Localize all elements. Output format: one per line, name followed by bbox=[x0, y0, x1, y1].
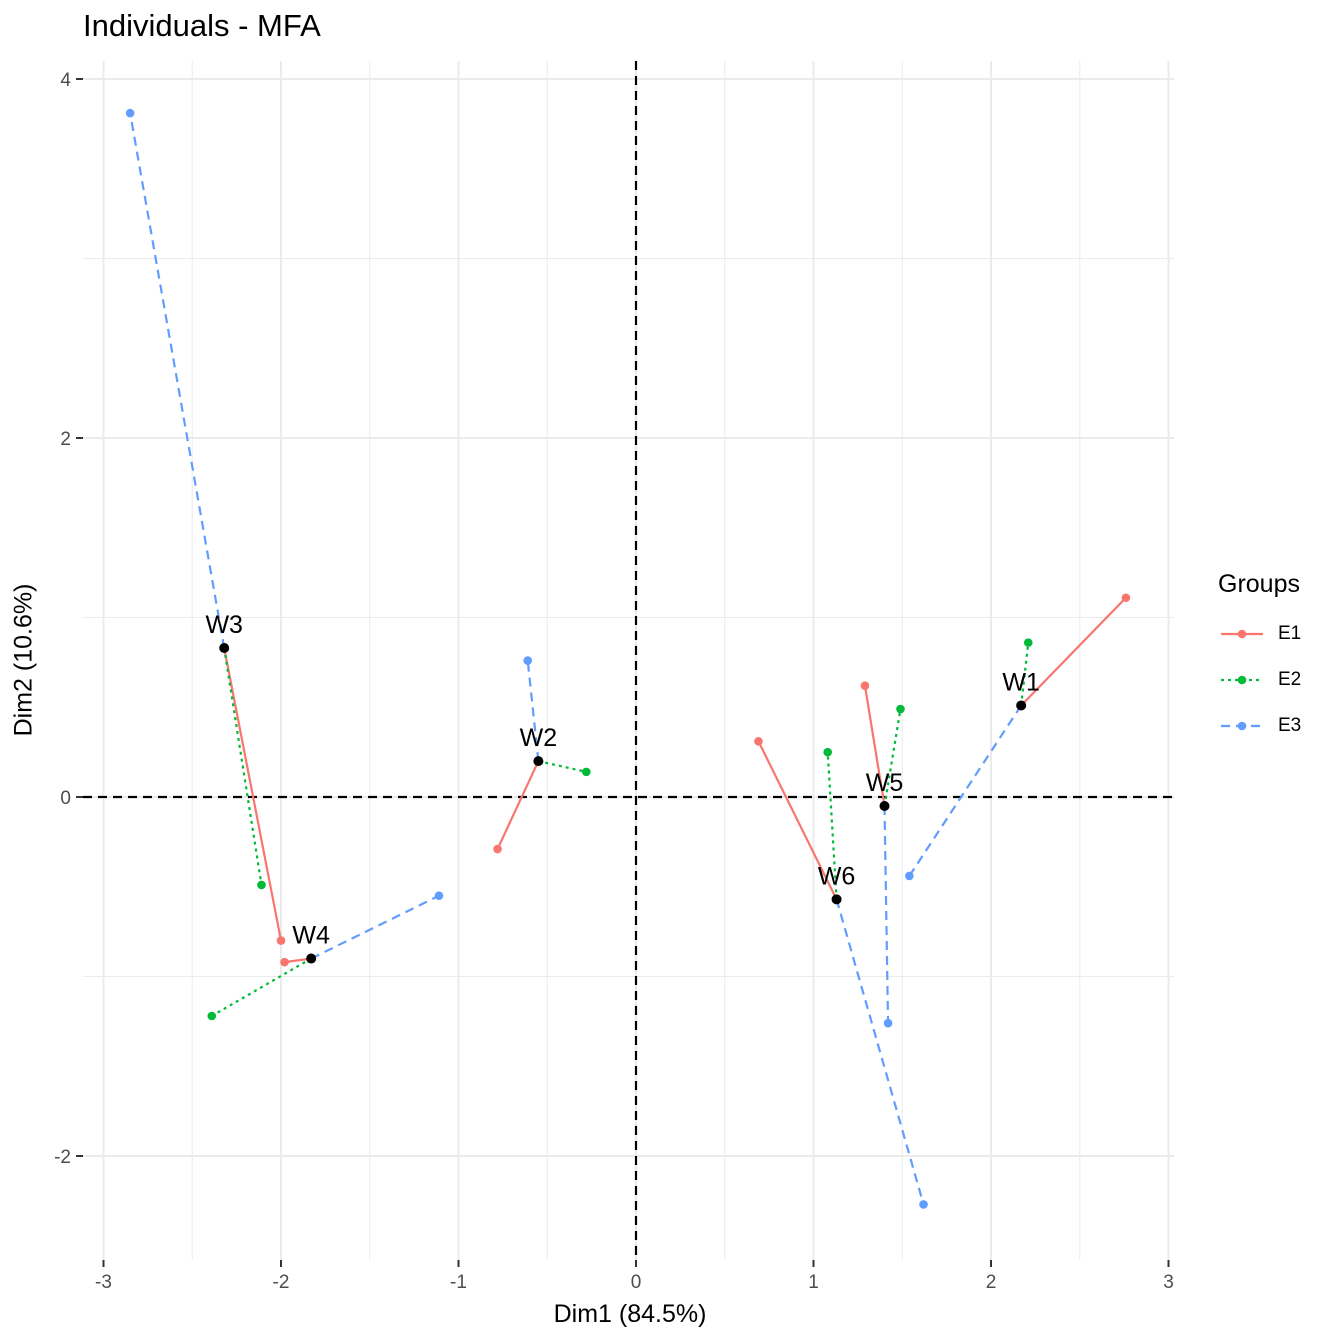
partial-segment-w5-e3 bbox=[883, 805, 890, 1024]
partial-segment-w1-e3 bbox=[908, 704, 1023, 877]
partial-point-w6-e1 bbox=[754, 737, 763, 746]
individual-label-w1: W1 bbox=[1002, 668, 1040, 696]
chart-title: Individuals - MFA bbox=[83, 8, 321, 43]
y-tick-label: -2 bbox=[54, 1147, 71, 1168]
partial-point-w1-e2 bbox=[1023, 638, 1033, 647]
legend-dot-e1 bbox=[1237, 629, 1247, 639]
legend-title: Groups bbox=[1218, 570, 1300, 598]
partial-point-w6-e2 bbox=[823, 747, 832, 757]
partial-segment-w6-e1 bbox=[757, 740, 838, 900]
partial-point-w5-e1 bbox=[860, 681, 870, 691]
partial-segment-w6-e3 bbox=[835, 899, 925, 1205]
x-tick-label: 1 bbox=[808, 1272, 819, 1293]
partial-point-w4-e2 bbox=[207, 1011, 217, 1021]
legend-item-e3: E3 bbox=[1218, 703, 1301, 749]
legend: Groups E1 E2 E3 bbox=[1218, 570, 1301, 749]
partial-point-w5-e2 bbox=[896, 704, 905, 714]
x-tick-label: 3 bbox=[1163, 1272, 1174, 1293]
individual-label-w2: W2 bbox=[520, 724, 558, 752]
partial-point-w6-e3 bbox=[919, 1200, 928, 1209]
legend-key-e2 bbox=[1221, 675, 1263, 685]
partial-point-w2-e1 bbox=[493, 844, 502, 854]
y-tick-label: 0 bbox=[60, 788, 71, 809]
individual-label-w4: W4 bbox=[292, 922, 330, 950]
legend-label-e3: E3 bbox=[1278, 715, 1302, 736]
x-tick-label: -1 bbox=[450, 1272, 467, 1293]
partial-point-w4-e1 bbox=[280, 957, 289, 967]
legend-label-e2: E2 bbox=[1278, 669, 1302, 690]
individual-label-w6: W6 bbox=[818, 862, 856, 890]
individual-point-w5 bbox=[879, 800, 890, 811]
partial-segment-w2-e3 bbox=[526, 660, 540, 762]
legend-item-e1: E1 bbox=[1218, 611, 1301, 657]
individual-label-w3: W3 bbox=[205, 611, 243, 639]
partial-point-w1-e1 bbox=[1121, 593, 1131, 603]
partial-point-w3-e2 bbox=[257, 880, 266, 890]
y-tick-label: 4 bbox=[60, 70, 71, 91]
legend-dot-e2 bbox=[1237, 675, 1247, 685]
partial-segment-w4-e2 bbox=[211, 957, 312, 1017]
x-tick-label: 0 bbox=[631, 1272, 642, 1293]
partial-segment-w5-e1 bbox=[863, 685, 886, 807]
partial-segment-w4-e3 bbox=[310, 894, 440, 960]
partial-segment-w3-e3 bbox=[129, 112, 226, 649]
partial-point-w3-e1 bbox=[276, 936, 286, 945]
partial-point-w1-e3 bbox=[905, 871, 914, 881]
partial-point-w5-e3 bbox=[883, 1018, 893, 1028]
x-tick-label: -2 bbox=[273, 1272, 290, 1293]
legend-key-e1 bbox=[1221, 629, 1263, 639]
partial-segment-w3-e1 bbox=[223, 647, 283, 941]
partial-segment-w2-e2 bbox=[538, 760, 587, 773]
individual-point-w1 bbox=[1016, 700, 1027, 711]
y-tick-label: 2 bbox=[60, 429, 71, 450]
individual-point-w3 bbox=[219, 643, 230, 654]
x-tick-label: 2 bbox=[986, 1272, 997, 1293]
x-tick-label: -3 bbox=[95, 1272, 112, 1293]
partial-segment-w1-e1 bbox=[1020, 596, 1127, 707]
partial-point-w3-e3 bbox=[125, 108, 135, 118]
individual-point-w2 bbox=[533, 756, 544, 767]
partial-point-w2-e3 bbox=[523, 656, 533, 665]
legend-dot-e3 bbox=[1237, 721, 1247, 731]
partial-segment-w3-e2 bbox=[223, 647, 263, 886]
partial-segment-w5-e2 bbox=[883, 708, 902, 807]
legend-item-e2: E2 bbox=[1218, 657, 1301, 703]
individual-label-w5: W5 bbox=[866, 769, 904, 797]
y-axis-label: Dim2 (10.6%) bbox=[9, 583, 38, 737]
partial-point-w2-e2 bbox=[582, 767, 591, 777]
individual-point-w4 bbox=[306, 953, 317, 964]
partial-segment-w2-e1 bbox=[496, 760, 540, 850]
individual-point-w6 bbox=[831, 894, 842, 905]
partial-point-w4-e3 bbox=[434, 891, 444, 901]
legend-label-e1: E1 bbox=[1278, 623, 1302, 644]
legend-key-e3 bbox=[1221, 721, 1263, 731]
